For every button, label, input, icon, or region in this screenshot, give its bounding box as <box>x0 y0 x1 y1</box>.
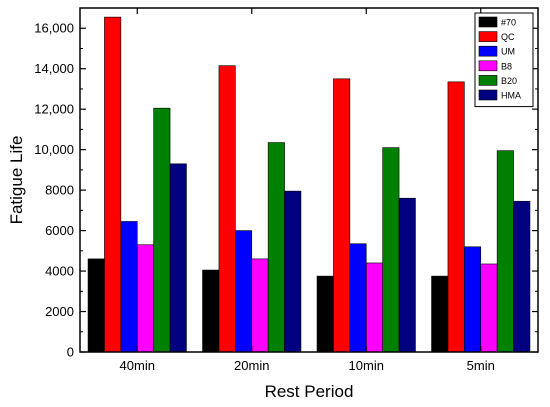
bar-B20-10min <box>382 147 400 353</box>
legend-label: QC <box>501 32 515 42</box>
bar-B20-40min <box>153 107 171 353</box>
y-tick-label: 10,000 <box>34 142 74 157</box>
y-tick-label: 6000 <box>45 223 74 238</box>
bar-QC-5min <box>447 81 465 353</box>
x-tick-label: 5min <box>467 358 495 373</box>
bar-UM-40min <box>120 221 138 353</box>
x-tick-label: 20min <box>234 358 269 373</box>
bar-UM-5min <box>464 246 482 353</box>
y-tick-label: 14,000 <box>34 61 74 76</box>
bar-B20-20min <box>267 142 285 353</box>
legend-swatch <box>478 60 498 72</box>
legend-label: B8 <box>501 61 512 71</box>
y-axis: 0 2000 4000 6000 8000 10,000 12,000 14,000 16,00… <box>34 21 538 360</box>
legend-label: #70 <box>501 18 516 28</box>
bar-HMA-5min <box>513 200 531 353</box>
bar-B8-40min <box>136 244 154 353</box>
bar-B8-20min <box>251 258 269 353</box>
bar-HMA-20min <box>284 190 302 353</box>
y-tick-label: 4000 <box>45 264 74 279</box>
y-tick-label: 8000 <box>45 183 74 198</box>
legend-swatch <box>478 75 498 86</box>
bar-n70-5min <box>431 275 449 353</box>
x-tick-label: 40min <box>120 358 155 373</box>
legend-label: UM <box>501 47 515 57</box>
bar-B8-5min <box>480 263 498 353</box>
legend-label: HMA <box>501 91 521 101</box>
bar-n70-40min <box>87 258 105 353</box>
bar-n70-10min <box>316 275 334 353</box>
bar-HMA-10min <box>398 197 416 353</box>
bar-QC-20min <box>218 65 236 353</box>
y-axis-title: Fatigue Life <box>7 136 26 225</box>
bar-n70-20min <box>202 269 220 353</box>
x-axis-title: Rest Period <box>265 382 354 401</box>
bar-UM-10min <box>349 243 367 353</box>
bar-UM-20min <box>235 230 253 353</box>
legend-swatch <box>478 16 498 28</box>
bar-QC-10min <box>333 78 351 353</box>
y-tick-label: 2000 <box>45 304 74 319</box>
plot-area-frame <box>79 7 539 353</box>
legend-label: B20 <box>501 76 517 86</box>
y-tick-label: 0 <box>67 345 74 360</box>
bar-HMA-40min <box>169 163 187 353</box>
x-tick-label: 10min <box>349 358 384 373</box>
legend-swatch <box>478 45 498 57</box>
bars-layer <box>87 16 531 353</box>
bar-B20-5min <box>496 150 514 353</box>
y-tick-label: 16,000 <box>34 21 74 36</box>
legend-swatch <box>478 31 498 42</box>
bar-B8-10min <box>365 262 383 353</box>
x-axis: 40min 20min 10min 5min <box>120 8 495 373</box>
legend: #70 QC UM B8 B20 HMA <box>474 12 534 108</box>
legend-swatch <box>478 89 498 101</box>
bar-QC-40min <box>104 16 122 353</box>
y-tick-label: 12,000 <box>34 102 74 117</box>
